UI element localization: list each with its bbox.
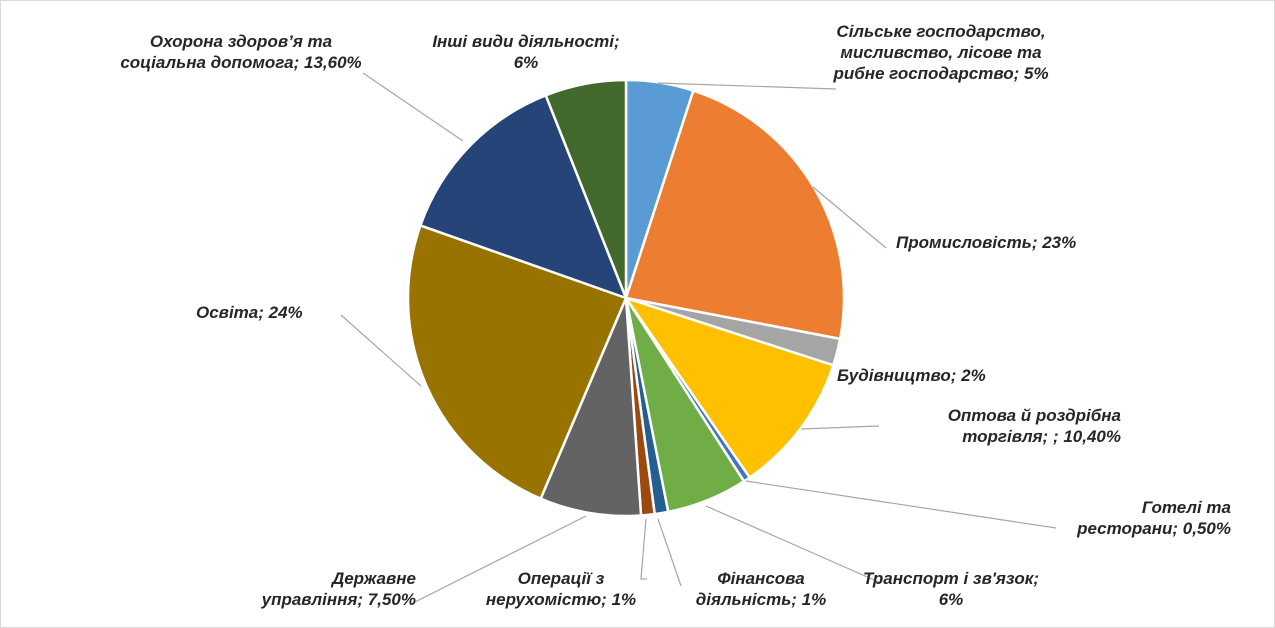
category-name: Фінансова діяльність (695, 569, 805, 609)
category-name: Операції з нерухомістю (485, 569, 605, 609)
value-label: 7,50% (367, 590, 416, 609)
separator: ; (950, 366, 962, 385)
value-label: 1% (801, 590, 827, 609)
leader-line (362, 72, 464, 142)
category-name: Оптова й роздрібна торгівля; (947, 406, 1121, 446)
value-label: 2% (961, 366, 986, 385)
pie-slice (406, 223, 628, 501)
value-label: 6% (938, 590, 964, 609)
separator: ; (1172, 519, 1183, 538)
leader-line (410, 515, 587, 605)
pie-slice (544, 78, 628, 299)
data-label: Охорона здоров’я та соціальна допомога; … (116, 31, 366, 73)
value-label: 10,40% (1063, 427, 1121, 446)
value-label: 24% (268, 303, 303, 322)
value-label: 13,60% (303, 53, 362, 72)
category-name: Охорона здоров’я та соціальна допомога (120, 32, 333, 72)
separator: ; (791, 590, 802, 609)
data-label: Фінансова діяльність; 1% (671, 568, 851, 610)
leader-line (340, 314, 422, 387)
data-label: Промисловість; 23% (896, 232, 1136, 253)
leader-line (812, 186, 887, 249)
separator: ; (1013, 64, 1024, 83)
value-label: 0,50% (1182, 519, 1231, 538)
data-label: Державне управління; 7,50% (226, 568, 416, 610)
pie-slice (418, 93, 629, 301)
separator: ; (258, 303, 269, 322)
leader-line (657, 82, 837, 90)
data-label: Сільське господарство, мисливство, лісов… (821, 21, 1061, 84)
data-label: Готелі та ресторани; 0,50% (1041, 497, 1231, 539)
value-label: 23% (1042, 233, 1077, 252)
data-label: Операції з нерухомістю; 1% (466, 568, 656, 610)
data-label: Будівництво; 2% (837, 365, 1047, 386)
data-label: Освіта; 24% (196, 302, 346, 323)
category-name: Транспорт і зв'язок (862, 569, 1034, 588)
value-label: 1% (611, 590, 637, 609)
category-name: Промисловість (896, 233, 1032, 252)
separator: ; (293, 53, 304, 72)
category-name: Готелі та ресторани (1077, 498, 1231, 538)
pie-slice (539, 297, 643, 518)
data-label: Оптова й роздрібна торгівля; ; 10,40% (861, 405, 1121, 447)
leader-line (657, 518, 682, 587)
separator: ; (1033, 569, 1040, 588)
category-name: Інші види діяльності (432, 32, 614, 51)
data-label: Інші види діяльності; 6% (421, 31, 631, 73)
data-label: Транспорт і зв'язок; 6% (861, 568, 1041, 610)
category-name: Державне управління (261, 569, 416, 609)
separator: ; (601, 590, 612, 609)
leader-line (705, 505, 882, 584)
separator: ; (357, 590, 368, 609)
category-name: Освіта (196, 303, 259, 322)
separator: ; (1031, 233, 1043, 252)
value-label: 6% (513, 53, 539, 72)
category-name: Будівництво (837, 366, 951, 385)
leader-line (640, 518, 647, 580)
category-name: Сільське господарство, мисливство, лісов… (833, 22, 1046, 83)
pie-slice (622, 295, 835, 480)
separator: ; (614, 32, 620, 51)
value-label: 5% (1023, 64, 1049, 83)
separator: ; (1052, 427, 1064, 446)
leader-line (800, 425, 880, 430)
leader-line (745, 480, 1057, 529)
